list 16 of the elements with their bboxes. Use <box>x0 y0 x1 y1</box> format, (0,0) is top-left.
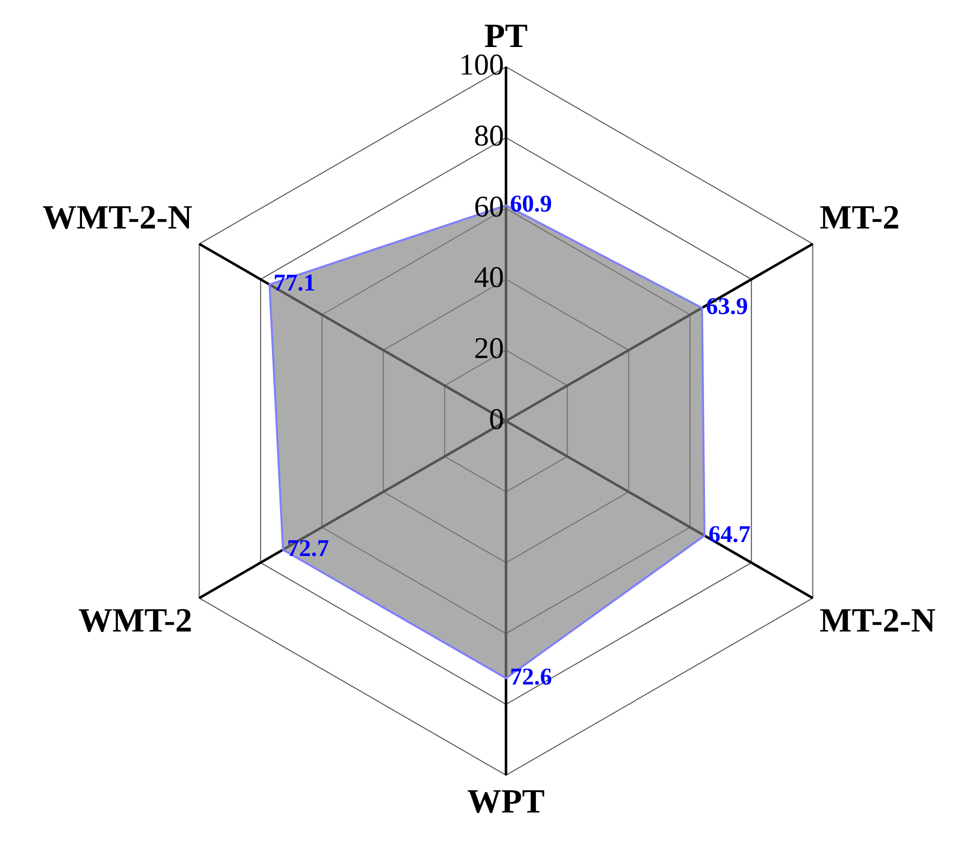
spoke-label: MT-2-N <box>820 602 936 640</box>
y-tick-label: 20 <box>474 332 504 366</box>
spoke-label: MT-2 <box>820 199 900 236</box>
data-label: 63.9 <box>706 294 748 320</box>
spoke-label: WMT-2 <box>78 602 192 640</box>
data-label: 64.7 <box>708 522 750 548</box>
spoke-label: WMT-2-N <box>42 199 193 236</box>
data-label: 72.7 <box>286 536 329 562</box>
data-label: 60.9 <box>510 191 552 218</box>
data-label: 72.6 <box>510 664 552 690</box>
y-tick-label: 80 <box>474 120 504 153</box>
spoke-label: WPT <box>467 783 546 820</box>
y-tick-label: 60 <box>474 190 504 224</box>
y-tick-label: 40 <box>474 261 504 294</box>
data-label: 77.1 <box>274 270 316 297</box>
y-tick-label: 0 <box>489 402 504 436</box>
